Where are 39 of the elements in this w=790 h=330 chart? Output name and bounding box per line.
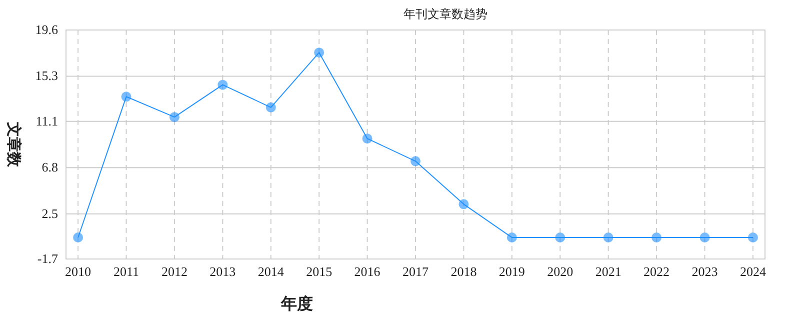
y-tick-label: 2.5	[42, 206, 58, 221]
point	[458, 199, 469, 210]
y-axis-title: 文章数	[5, 121, 23, 168]
x-tick-label: 2024	[740, 264, 766, 279]
x-tick-label: 2012	[161, 264, 188, 279]
y-tick-label: 11.1	[36, 113, 58, 128]
point	[169, 112, 180, 122]
y-tick-label: 19.6	[35, 22, 58, 37]
x-tick-label: 2020	[547, 264, 574, 279]
x-tick-label: 2010	[65, 264, 92, 279]
point	[121, 92, 132, 102]
x-tick-label: 2023	[692, 264, 718, 279]
point	[555, 232, 566, 242]
x-tick-label: 2018	[450, 264, 477, 279]
y-tick-label: 6.8	[42, 160, 58, 175]
point	[410, 156, 420, 166]
point	[652, 232, 662, 242]
x-tick-label: 2017	[402, 264, 429, 279]
x-axis-title: 年度	[280, 294, 313, 313]
x-tick-label: 2022	[644, 264, 670, 279]
point	[73, 232, 84, 242]
x-tick-label: 2011	[113, 264, 140, 279]
point	[218, 80, 228, 90]
x-tick-label: 2015	[306, 264, 332, 279]
point	[266, 102, 276, 112]
point	[314, 48, 324, 58]
x-tick-label: 2016	[354, 264, 381, 279]
point	[362, 134, 372, 144]
point	[506, 232, 517, 242]
x-tick-label: 2013	[210, 264, 236, 279]
chart-title: 年刊文章数趋势	[404, 7, 488, 21]
point	[700, 232, 710, 242]
y-tick-label: 15.3	[35, 68, 58, 84]
point	[603, 232, 614, 242]
x-tick-label: 2019	[498, 264, 525, 279]
y-tick-label: -1.7	[37, 251, 58, 266]
point	[748, 232, 758, 242]
x-tick-label: 2021	[595, 264, 622, 279]
x-tick-label: 2014	[258, 264, 284, 279]
